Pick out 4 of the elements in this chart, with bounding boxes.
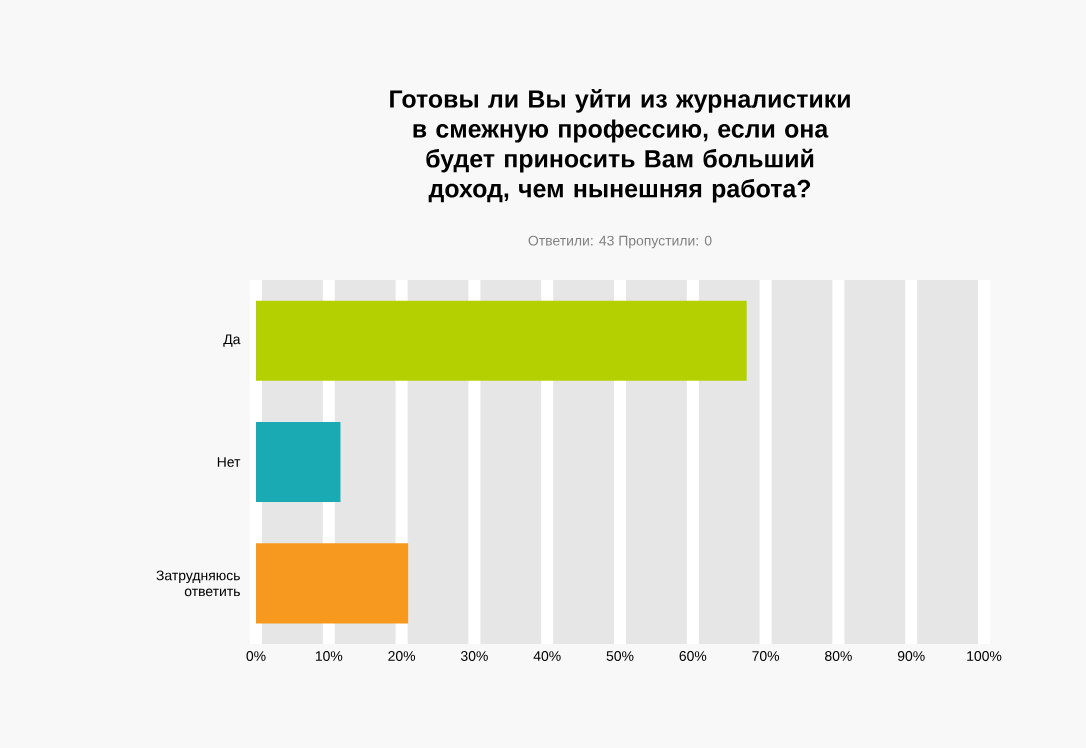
- bar: [256, 543, 409, 624]
- bar: [256, 300, 747, 381]
- bar: [256, 421, 341, 503]
- chart-title: Готовы ли Вы уйти из журналистики в смежную профессию, если она будет приносить Вам больший доход, чем нынешняя работа?: [390, 89, 850, 203]
